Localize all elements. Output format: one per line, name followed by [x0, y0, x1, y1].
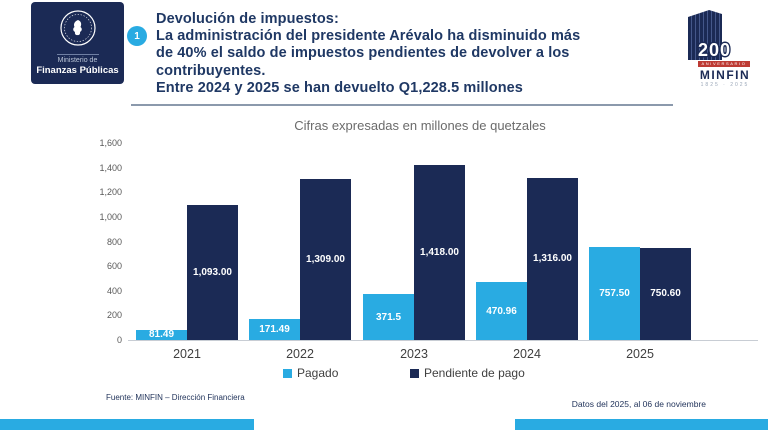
slide-number-badge: 1 — [127, 26, 147, 46]
slide-title-line: de 40% el saldo de impuestos pendientes … — [156, 45, 570, 62]
anniversary-number: 200 — [698, 40, 732, 60]
plot-area: 81.49 1,093.00 171.49 1,309.00 371.5 1,418.00… — [128, 143, 758, 340]
bar-pagado-2021: 81.49 — [136, 329, 187, 341]
y-tick-label: 400 — [106, 285, 122, 296]
y-tick-label: 200 — [106, 310, 122, 321]
bar-pagado-2024: 470.96 — [476, 282, 527, 340]
bar-value-label: 757.50 — [599, 287, 630, 299]
building-icon — [688, 10, 722, 60]
bottom-accent-strip-right — [515, 419, 768, 430]
y-tick-label: 1,000 — [99, 211, 122, 222]
bar-value-label: 371.5 — [375, 311, 402, 323]
bar-pendiente-de-pago-2024: 1,316.00 — [527, 177, 578, 340]
y-tick-label: 1,600 — [99, 138, 122, 148]
x-axis-label-2022: 2022 — [286, 347, 314, 361]
bar-pendiente-de-pago-2025: 750.60 — [640, 247, 691, 340]
x-axis-label-2023: 2023 — [400, 347, 428, 361]
y-tick-label: 1,400 — [99, 162, 122, 173]
guatemala-seal-icon — [59, 10, 96, 46]
anniversary-band: ANIVERSARIO — [698, 61, 750, 67]
minfin-200-logo: 200 ANIVERSARIO MINFIN 1825 · 2025 — [686, 10, 760, 90]
y-tick-label: 800 — [106, 236, 122, 247]
y-tick-label: 1,200 — [99, 187, 122, 198]
bar-pagado-2023: 371.5 — [363, 294, 414, 340]
y-tick-label: 600 — [106, 261, 122, 272]
bar-value-label: 171.49 — [259, 323, 290, 335]
slide-title: Devolución de impuestos: La administració… — [156, 11, 681, 97]
slide-title-line: Entre 2024 y 2025 se han devuelto Q1,228… — [156, 79, 523, 96]
slide-title-line: La administración del presidente Arévalo… — [156, 28, 581, 45]
x-axis-label-2024: 2024 — [513, 347, 541, 361]
minfin-logo: Ministerio de Finanzas Públicas — [31, 2, 124, 84]
bar-value-label: 750.60 — [650, 288, 681, 300]
logo-ministry-name: Finanzas Públicas — [36, 65, 119, 76]
x-axis-label-2021: 2021 — [173, 347, 201, 361]
slide-title-line: contribuyentes. — [156, 62, 266, 79]
anniversary-name: MINFIN — [699, 68, 751, 82]
bar-pendiente-de-pago-2021: 1,093.00 — [187, 205, 238, 340]
legend-swatch-icon — [410, 368, 419, 378]
data-date-note: Datos del 2025, al 06 de noviembre — [571, 399, 706, 409]
legend-item-pagado: Pagado — [283, 366, 338, 380]
title-divider — [131, 104, 673, 106]
y-axis: 0 200 400 600 800 1,000 1,200 1,400 1,600 — [68, 138, 122, 345]
y-tick-label: 0 — [116, 335, 122, 345]
bar-value-label: 81.49 — [148, 329, 175, 341]
logo-divider — [56, 54, 99, 55]
legend-swatch-icon — [283, 368, 292, 378]
legend-label: Pagado — [297, 366, 339, 380]
logo-ministry-label: Ministerio de — [57, 57, 98, 64]
bar-pendiente-de-pago-2022: 1,309.00 — [300, 178, 351, 340]
legend-label: Pendiente de pago — [424, 366, 525, 380]
chart-title: Cifras expresadas en millones de quetzal… — [294, 118, 546, 133]
legend-item-pendiente-de-pago: Pendiente de pago — [410, 366, 525, 380]
bar-value-label: 1,309.00 — [306, 253, 345, 265]
bottom-accent-strip-left — [0, 419, 254, 430]
anniversary-years: 1825 · 2025 — [700, 82, 750, 88]
bar-value-label: 1,093.00 — [193, 267, 232, 279]
bar-pendiente-de-pago-2023: 1,418.00 — [414, 165, 465, 340]
bar-value-label: 1,316.00 — [533, 253, 572, 265]
bar-value-label: 470.96 — [486, 305, 517, 317]
bar-pagado-2025: 757.50 — [589, 246, 640, 340]
x-axis-label-2025: 2025 — [626, 347, 654, 361]
source-note: Fuente: MINFIN – Dirección Financiera — [106, 393, 245, 402]
slide-title-line: Devolución de impuestos: — [156, 11, 339, 27]
x-axis-line — [128, 340, 758, 341]
bar-pagado-2022: 171.49 — [249, 318, 300, 340]
bar-value-label: 1,418.00 — [420, 247, 459, 259]
